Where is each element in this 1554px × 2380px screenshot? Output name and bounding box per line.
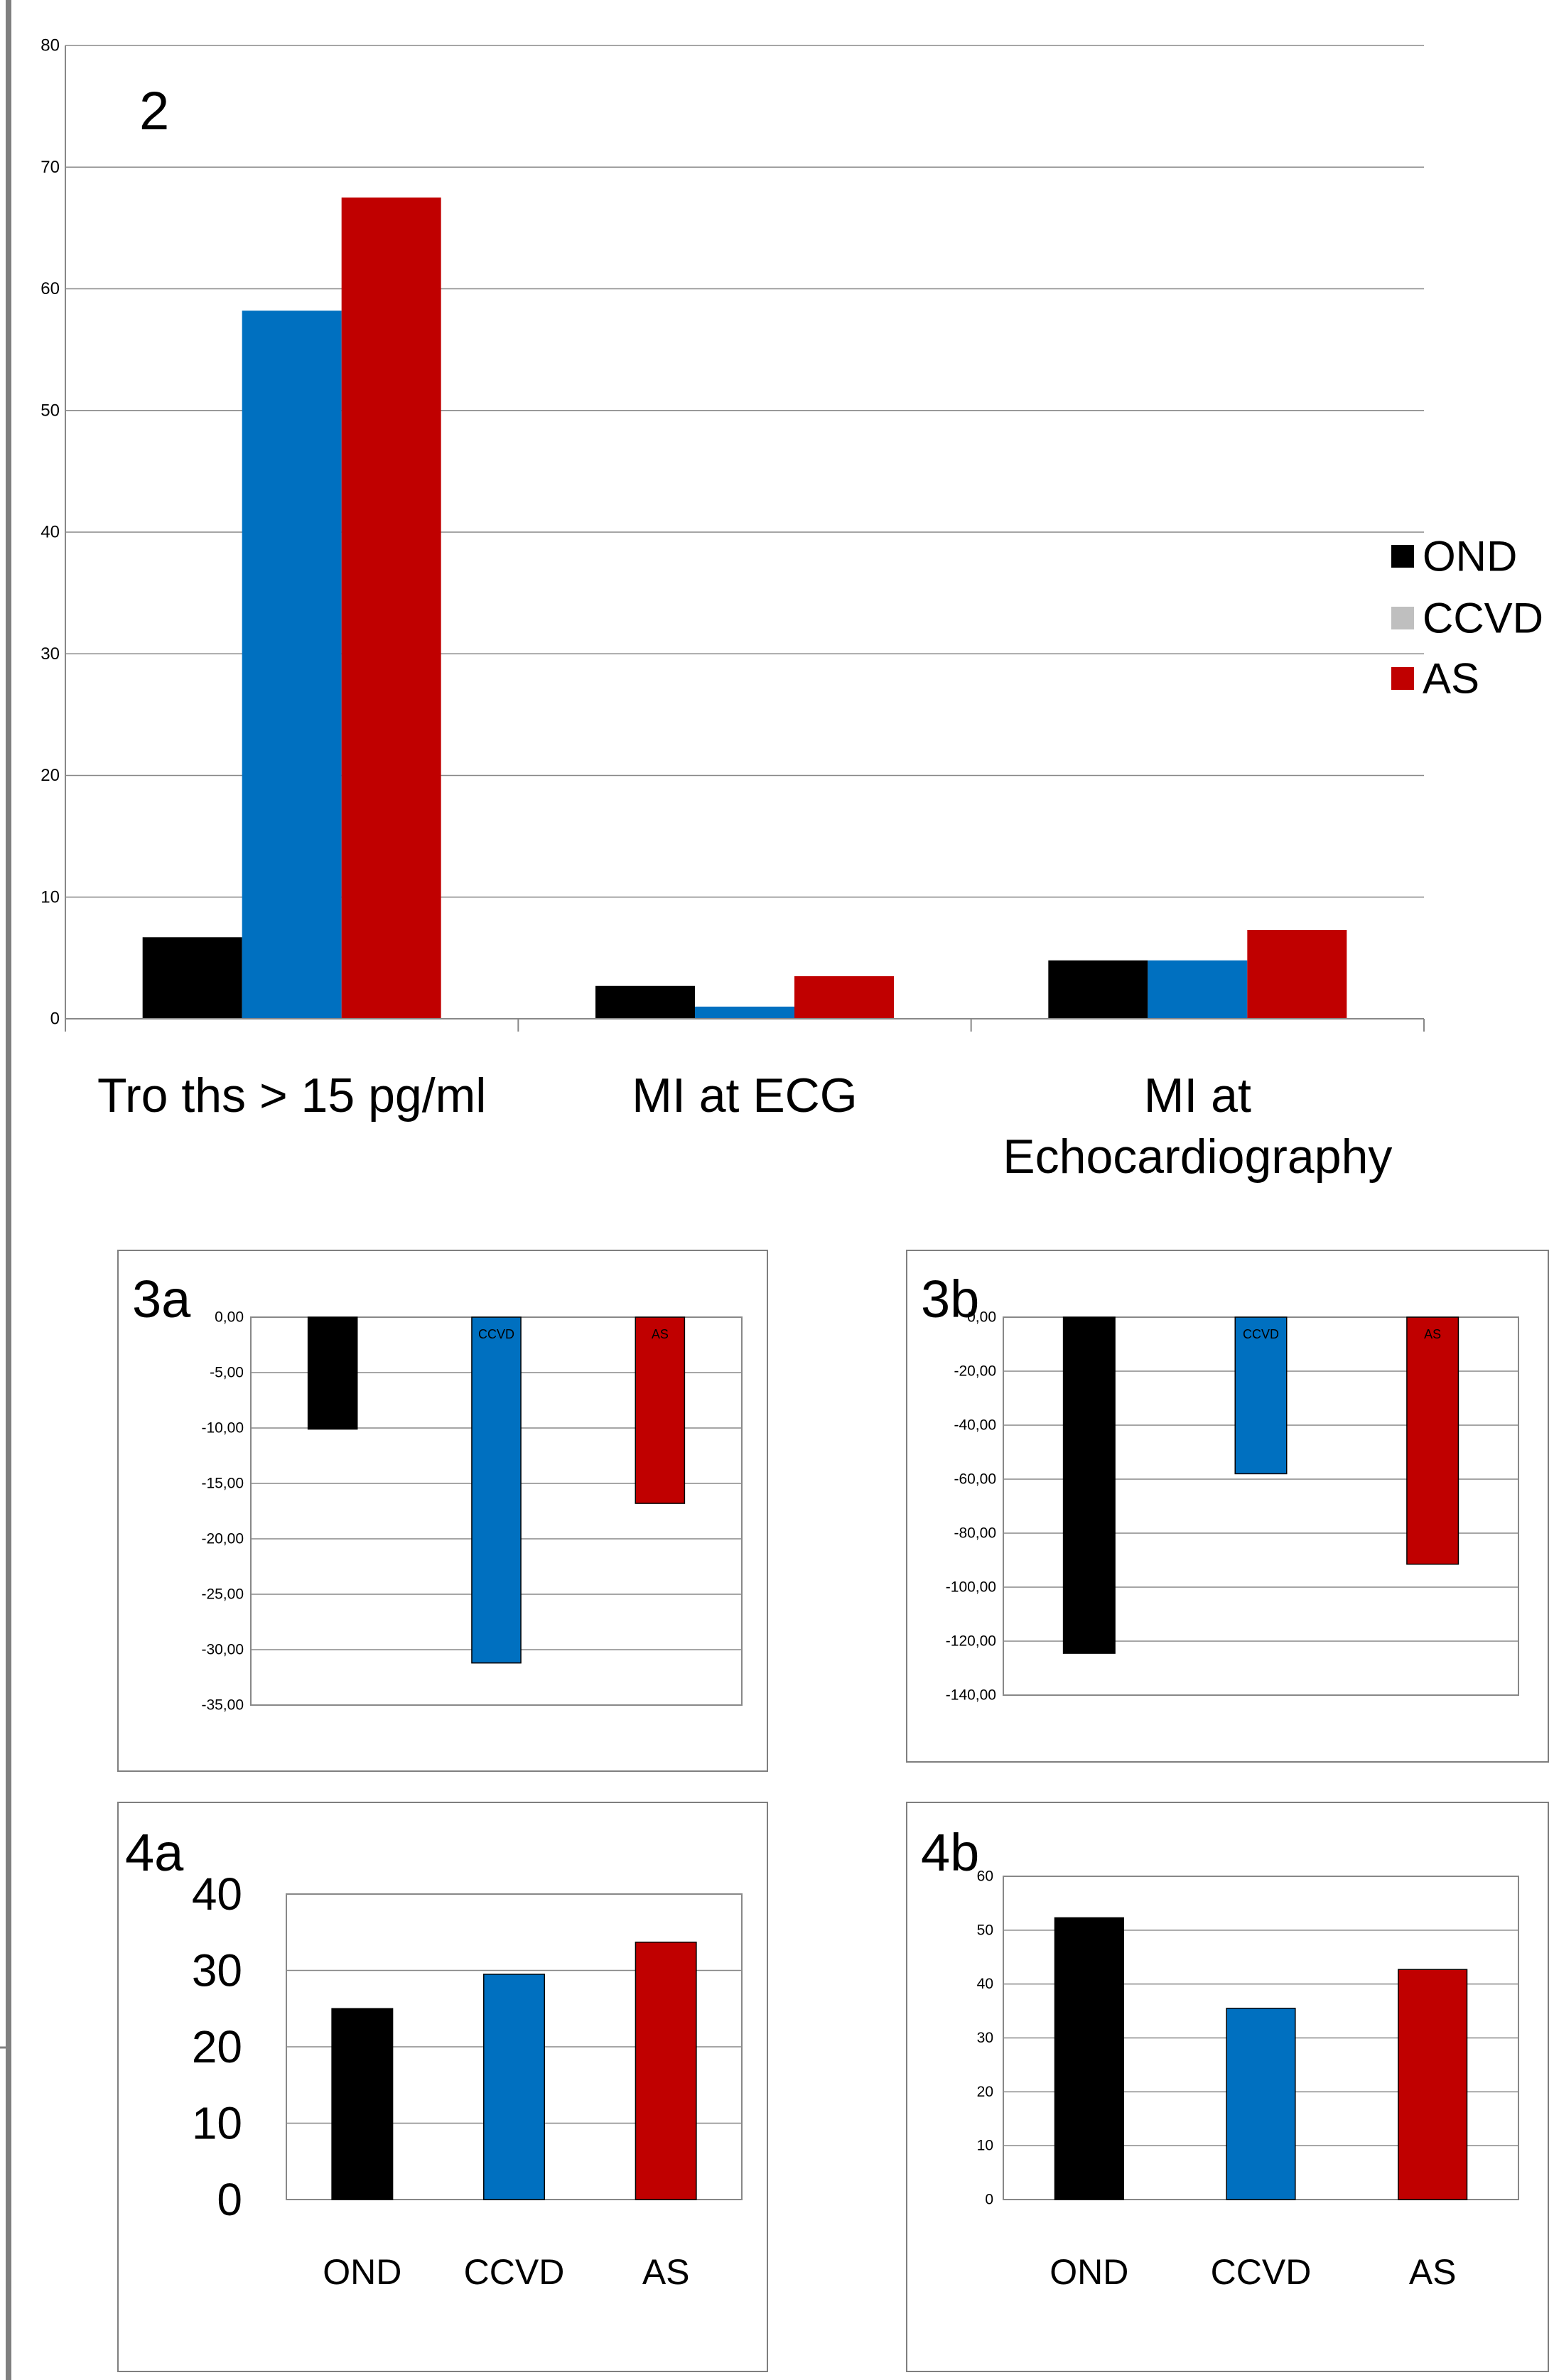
bar-label: AS	[652, 1327, 669, 1341]
bar	[1054, 1917, 1124, 2200]
y-tick-label: 40	[41, 523, 60, 542]
y-tick-label: 20	[192, 2021, 242, 2072]
x-category-label: Tro ths > 15 pg/ml	[97, 1069, 486, 1123]
x-category-label: OND	[1050, 2252, 1128, 2292]
y-tick-label: 0,00	[967, 1309, 996, 1326]
bar	[471, 1316, 522, 1664]
bar	[635, 1941, 697, 2200]
y-tick-label: 0	[50, 1010, 60, 1029]
y-tick-label: -25,00	[201, 1586, 244, 1603]
chart-4a: 0 10 20 30 40 OND CCVD AS 4a	[117, 1802, 768, 2372]
panel-label: 3a	[132, 1270, 191, 1329]
x-category-label: OND	[323, 2252, 401, 2292]
x-category-label: CCVD	[1211, 2252, 1312, 2292]
legend-label: AS	[1423, 655, 1479, 703]
chart-3a: 0,00 -5,00 -10,00 -15,00 -20,00 -25,00 -30,00 -…	[117, 1250, 768, 1772]
bar	[307, 1316, 358, 1430]
bar	[341, 198, 441, 1019]
bar	[483, 1974, 545, 2200]
bar	[1148, 960, 1248, 1019]
y-tick-label: 40	[977, 1976, 993, 1992]
x-category-label: CCVD	[464, 2252, 565, 2292]
bar	[1048, 960, 1148, 1019]
x-category-label: AS	[1409, 2252, 1457, 2292]
panel-label: 2	[139, 81, 169, 141]
legend-swatch	[1391, 607, 1414, 629]
x-category-label: AS	[642, 2252, 690, 2292]
legend-swatch	[1391, 667, 1414, 690]
y-tick-label: 0	[217, 2174, 242, 2225]
bar	[142, 937, 242, 1019]
y-tick-label: 50	[41, 401, 60, 420]
bar	[1062, 1316, 1116, 1654]
panel-frame	[117, 1250, 768, 1772]
panel-frame	[906, 1250, 1549, 1763]
panel-label: 4a	[125, 1823, 184, 1882]
y-tick-label: 30	[977, 2030, 993, 2046]
bar	[1226, 2008, 1296, 2200]
panel-frame	[117, 1802, 768, 2372]
chart-2: 0 10 20 30 40 50 60 70 80 Tro ths > 15 pg/ml MI at…	[41, 36, 1543, 1184]
panel-frame	[906, 1802, 1549, 2372]
y-tick-label: -60,00	[954, 1471, 996, 1488]
y-tick-label: 20	[41, 766, 60, 785]
bar-label: CCVD	[1243, 1327, 1279, 1341]
y-tick-label: -35,00	[201, 1697, 244, 1714]
bar-label: AS	[1424, 1327, 1441, 1341]
chart-3b: 0,00 -20,00 -40,00 -60,00 -80,00 -100,00 -120,…	[906, 1250, 1549, 1763]
panel-label: 3b	[921, 1270, 979, 1329]
bar	[635, 1316, 686, 1504]
legend-label: CCVD	[1423, 595, 1543, 642]
y-tick-label: -15,00	[201, 1476, 244, 1492]
y-tick-label: -80,00	[954, 1525, 996, 1542]
y-tick-label: -20,00	[201, 1531, 244, 1547]
bar	[1406, 1316, 1459, 1565]
y-tick-label: 0	[985, 2192, 993, 2208]
legend-swatch	[1391, 545, 1414, 568]
x-category-label: MI at	[1144, 1069, 1251, 1123]
y-tick-label: -120,00	[946, 1633, 996, 1650]
y-tick-label: 70	[41, 158, 60, 177]
y-tick-label: 80	[41, 36, 60, 55]
y-tick-label: 50	[977, 1922, 993, 1938]
chart-4b: 0 10 20 30 40 50 60 OND CCVD AS 4b	[906, 1802, 1549, 2372]
y-tick-label: -10,00	[201, 1420, 244, 1437]
y-tick-label: 10	[41, 887, 60, 907]
y-tick-label: 60	[41, 279, 60, 298]
x-category-label: Echocardiography	[1003, 1130, 1392, 1184]
bar	[1398, 1969, 1468, 2200]
y-tick-label: 10	[977, 2138, 993, 2154]
x-category-label: MI at ECG	[632, 1069, 857, 1123]
bar	[695, 1006, 794, 1019]
y-tick-label: 0,00	[215, 1309, 244, 1326]
y-tick-label: 60	[977, 1868, 993, 1885]
y-tick-label: -30,00	[201, 1642, 244, 1658]
y-tick-label: 20	[977, 2084, 993, 2100]
y-tick-label: -20,00	[954, 1363, 996, 1380]
y-tick-label: -5,00	[210, 1365, 244, 1381]
y-tick-label: -40,00	[954, 1417, 996, 1434]
legend-label: OND	[1423, 533, 1517, 580]
bar	[331, 2008, 394, 2200]
y-tick-label: 30	[41, 644, 60, 664]
y-tick-label: 10	[192, 2098, 242, 2149]
y-tick-label: -140,00	[946, 1687, 996, 1704]
bar	[242, 310, 342, 1019]
y-tick-label: 40	[192, 1868, 242, 1920]
bar-label: CCVD	[478, 1327, 514, 1341]
y-tick-label: -100,00	[946, 1579, 996, 1596]
panel-label: 4b	[921, 1823, 979, 1882]
y-tick-label: 30	[192, 1945, 242, 1996]
bar	[794, 976, 894, 1019]
bar	[1234, 1316, 1288, 1475]
bar	[1247, 929, 1347, 1019]
bar	[595, 985, 695, 1019]
